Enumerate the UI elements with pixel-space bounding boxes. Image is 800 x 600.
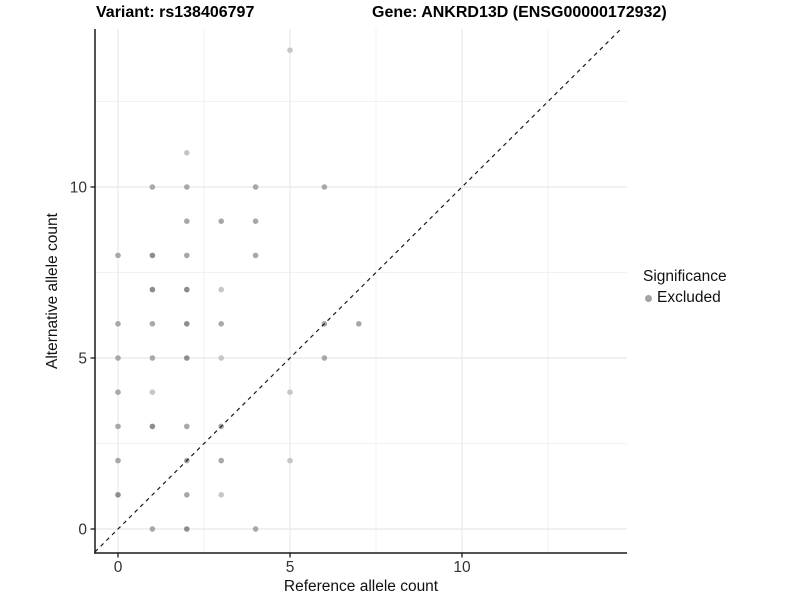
data-point	[115, 389, 121, 396]
y-axis-label: Alternative allele count	[44, 213, 61, 369]
data-point	[115, 423, 121, 430]
data-point	[149, 355, 156, 361]
data-point	[321, 184, 328, 190]
legend-item-label: Excluded	[657, 289, 721, 306]
data-point	[115, 355, 121, 361]
legend-item-excluded: Excluded	[643, 289, 727, 307]
x-tick-label: 0	[114, 559, 123, 576]
data-point	[149, 286, 156, 293]
identity-line	[94, 28, 622, 553]
plot-title-gene: Gene: ANKRD13D (ENSG00000172932)	[372, 4, 667, 21]
plot-title-variant: Variant: rs138406797	[96, 4, 255, 21]
data-point	[184, 526, 190, 532]
data-point	[252, 526, 259, 532]
data-point	[184, 355, 190, 361]
data-point	[184, 252, 190, 259]
data-point	[149, 252, 156, 259]
y-tick-label: 5	[78, 351, 87, 368]
legend-title: Significance	[643, 268, 727, 285]
data-point	[184, 321, 190, 327]
data-point	[321, 355, 328, 361]
data-point	[149, 321, 156, 327]
data-point	[252, 184, 259, 190]
data-point	[149, 423, 156, 430]
data-point	[184, 184, 190, 190]
data-point	[115, 492, 121, 498]
data-point	[184, 286, 190, 293]
data-point	[149, 184, 156, 190]
data-point	[184, 150, 190, 156]
data-point	[287, 47, 293, 53]
data-point	[218, 492, 224, 498]
data-point	[115, 457, 121, 464]
data-point	[149, 526, 156, 532]
data-point	[218, 321, 224, 327]
x-tick-label: 10	[453, 559, 471, 576]
data-point	[356, 321, 362, 327]
data-point	[252, 218, 259, 224]
data-point	[184, 492, 190, 498]
legend: Significance Excluded	[643, 268, 727, 307]
data-point	[218, 218, 224, 224]
data-point	[184, 423, 190, 430]
data-point	[149, 389, 156, 396]
data-point	[184, 218, 190, 224]
data-point	[252, 252, 259, 259]
y-tick-label: 0	[78, 522, 87, 539]
x-tick-label: 5	[286, 559, 295, 576]
x-axis-label: Reference allele count	[283, 578, 439, 595]
y-tick-label: 10	[70, 180, 88, 197]
data-point	[287, 457, 293, 464]
data-point	[218, 286, 224, 293]
data-point	[115, 252, 121, 259]
excluded-point-icon	[645, 294, 652, 302]
data-point	[287, 389, 293, 396]
data-point	[115, 321, 121, 327]
data-point	[218, 355, 224, 361]
data-point	[218, 457, 224, 464]
